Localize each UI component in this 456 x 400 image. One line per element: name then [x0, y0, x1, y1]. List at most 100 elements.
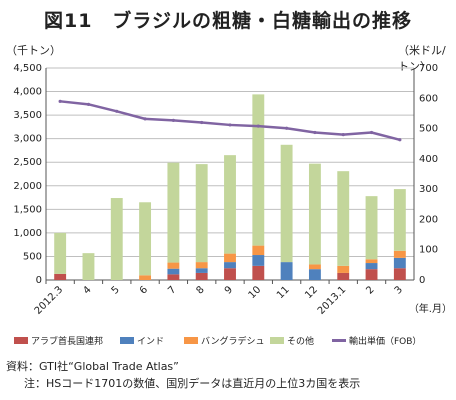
bar-arab: [224, 268, 236, 280]
point-price: [171, 118, 175, 122]
bar-other: [252, 94, 265, 246]
x-tick-label: 12: [303, 284, 320, 301]
legend-swatch-price: [332, 339, 346, 342]
left-axis-unit: （千トン）: [6, 44, 61, 57]
y-left-tick-label: 1,500: [13, 204, 42, 215]
bar-arab: [393, 268, 406, 280]
x-tick-label: 6: [138, 284, 150, 296]
y-left-tick-label: 0: [36, 275, 42, 286]
bar-other: [139, 202, 152, 276]
x-tick-label: 9: [223, 284, 235, 296]
bar-other: [195, 164, 208, 263]
bar-india: [167, 268, 180, 275]
bar-other: [308, 163, 321, 265]
bar-other: [167, 162, 180, 263]
bar-arab: [252, 265, 265, 280]
legend-item-arab: アラブ首長国連邦: [14, 334, 103, 347]
x-axis-label: （年.月）: [409, 302, 452, 315]
legend-swatch-bangladesh: [184, 337, 198, 344]
y-right-tick-label: 500: [419, 124, 438, 135]
bar-arab: [54, 273, 67, 280]
legend-swatch-india: [120, 337, 134, 344]
y-left-tick-label: 3,500: [13, 110, 42, 121]
point-price: [115, 109, 119, 113]
bar-other: [82, 253, 95, 280]
footnote: 注：HSコード1701の数値、国別データは直近月の上位3カ国を表示: [24, 377, 361, 390]
bar-arab: [365, 269, 378, 280]
point-price: [256, 124, 260, 128]
y-right-tick-label: 300: [419, 184, 438, 195]
bar-india: [252, 255, 265, 266]
y-left-tick-label: 1,000: [13, 228, 42, 239]
y-left-tick-label: 3,000: [13, 134, 42, 145]
bar-bangladesh: [365, 259, 378, 264]
x-tick-label: 10: [247, 284, 264, 301]
bar-bangladesh: [252, 245, 265, 256]
bar-bangladesh: [308, 264, 321, 270]
point-price: [58, 99, 62, 103]
bar-other: [280, 144, 293, 263]
legend-swatch-other: [270, 337, 284, 344]
point-price: [200, 120, 204, 125]
x-tick-label: 2: [364, 284, 376, 296]
bar-other: [110, 198, 123, 280]
x-tick-label: 3: [393, 284, 405, 296]
legend-item-bangladesh: バングラデシュ: [184, 334, 264, 347]
y-right-tick-label: 400: [419, 154, 438, 165]
bar-bangladesh: [337, 265, 350, 273]
bar-bangladesh: [393, 250, 406, 258]
bar-other: [337, 171, 350, 266]
bar-india: [195, 268, 208, 273]
y-right-tick-label: 700: [419, 63, 438, 74]
x-tick-label: 4: [81, 284, 93, 296]
bar-bangladesh: [224, 253, 236, 263]
legend-item-other: その他: [270, 334, 314, 347]
legend-item-india: インド: [120, 334, 164, 347]
y-right-tick-label: 0: [419, 275, 425, 286]
bar-other: [393, 189, 406, 251]
point-price: [313, 130, 317, 135]
right-axis-unit: （米ドル/トン）: [398, 44, 446, 73]
x-tick-label: 2012.3: [33, 284, 66, 317]
legend-label-bangladesh: バングラデシュ: [201, 337, 265, 347]
point-price: [341, 133, 345, 137]
legend-label-arab: アラブ首長国連邦: [31, 337, 104, 347]
bar-arab: [337, 272, 350, 280]
x-tick-label: 2013.1: [316, 284, 349, 317]
bar-india: [308, 269, 321, 280]
y-right-tick-label: 600: [419, 93, 438, 104]
line-price: [60, 100, 401, 141]
x-tick-label: 7: [166, 284, 178, 296]
source-note: 資料：GTI社“Global Trade Atlas”: [6, 360, 179, 373]
chart-title: 図11 ブラジルの粗糖・白糖輸出の推移: [43, 10, 413, 32]
bar-arab: [167, 274, 180, 280]
y-left-tick-label: 4,500: [13, 63, 42, 74]
bar-india: [224, 262, 236, 269]
legend-label-india: インド: [137, 337, 165, 347]
legend-swatch-arab: [14, 337, 28, 344]
bar-other: [54, 232, 67, 274]
bar-bangladesh: [139, 275, 152, 280]
bar-india: [393, 257, 406, 269]
point-price: [143, 117, 147, 121]
point-price: [369, 130, 374, 135]
x-tick-label: 8: [195, 284, 207, 296]
bar-bangladesh: [195, 262, 208, 269]
legend-item-price: 輸出単価（FOB）: [332, 334, 421, 347]
legend-label-price: 輸出単価（FOB）: [349, 337, 422, 347]
legend-label-other: その他: [287, 337, 315, 347]
bar-other: [365, 196, 378, 260]
y-left-tick-label: 4,000: [13, 87, 42, 98]
y-left-tick-label: 2,000: [13, 181, 42, 192]
notes: 資料：GTI社“Global Trade Atlas” 注：HSコード1701の…: [6, 358, 360, 392]
point-price: [228, 123, 232, 127]
point-price: [86, 102, 91, 106]
bar-bangladesh: [167, 262, 180, 269]
bar-india: [365, 263, 378, 270]
x-tick-label: 11: [275, 284, 292, 301]
y-left-tick-label: 500: [23, 251, 42, 262]
bar-india: [280, 262, 293, 280]
point-price: [398, 138, 402, 142]
y-right-tick-label: 100: [419, 245, 438, 256]
legend: アラブ首長国連邦 インド バングラデシュ その他 輸出単価（FOB）: [8, 334, 448, 350]
